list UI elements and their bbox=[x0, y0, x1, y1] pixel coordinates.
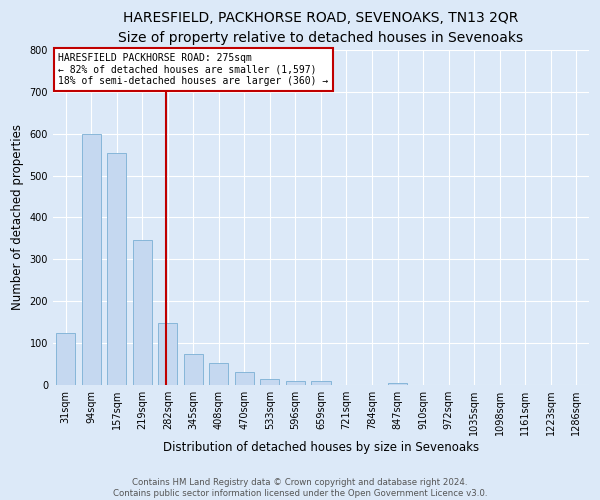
Title: HARESFIELD, PACKHORSE ROAD, SEVENOAKS, TN13 2QR
Size of property relative to det: HARESFIELD, PACKHORSE ROAD, SEVENOAKS, T… bbox=[118, 11, 524, 44]
Bar bbox=[56, 332, 76, 385]
Y-axis label: Number of detached properties: Number of detached properties bbox=[11, 124, 24, 310]
Bar bbox=[133, 240, 152, 385]
Bar bbox=[82, 134, 101, 385]
Bar bbox=[235, 372, 254, 385]
Bar bbox=[184, 354, 203, 385]
Bar bbox=[286, 381, 305, 385]
Text: HARESFIELD PACKHORSE ROAD: 275sqm
← 82% of detached houses are smaller (1,597)
1: HARESFIELD PACKHORSE ROAD: 275sqm ← 82% … bbox=[58, 54, 329, 86]
Bar bbox=[260, 378, 280, 385]
Bar bbox=[158, 324, 178, 385]
Bar bbox=[209, 363, 229, 385]
Bar bbox=[107, 152, 127, 385]
Bar bbox=[388, 383, 407, 385]
Text: Contains HM Land Registry data © Crown copyright and database right 2024.
Contai: Contains HM Land Registry data © Crown c… bbox=[113, 478, 487, 498]
Bar bbox=[311, 381, 331, 385]
X-axis label: Distribution of detached houses by size in Sevenoaks: Distribution of detached houses by size … bbox=[163, 441, 479, 454]
